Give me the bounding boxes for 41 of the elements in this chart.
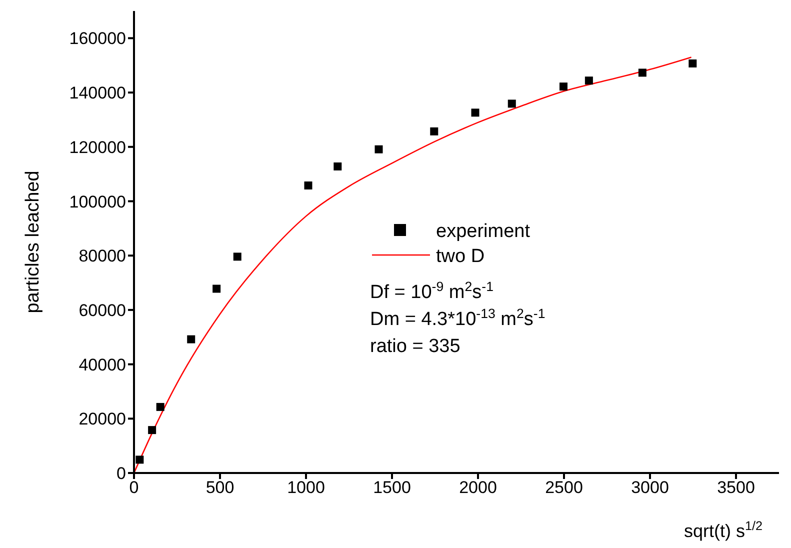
x-tick-label: 2500: [545, 478, 583, 498]
point: [233, 252, 242, 261]
y-tick-label: 40000: [78, 355, 126, 374]
point: [187, 335, 196, 344]
x-tick-label: 2000: [459, 478, 497, 498]
y-tick-label: 120000: [69, 138, 126, 157]
x-tick-label: 1500: [373, 478, 411, 498]
point: [156, 402, 164, 411]
point: [334, 162, 342, 170]
y-axis-title: particles leached: [22, 170, 44, 314]
line-series: [134, 56, 692, 473]
legend-label: experiment: [436, 221, 531, 242]
x-tick-label: 3000: [631, 478, 669, 498]
y-tick-label: 20000: [78, 410, 126, 429]
y-tick-label: 60000: [78, 300, 126, 320]
legend-label: two D: [436, 246, 485, 267]
point: [374, 145, 383, 154]
point: [304, 181, 312, 190]
point: [136, 456, 144, 464]
y-tick-label: 140000: [69, 84, 126, 103]
point: [430, 127, 438, 136]
y-tick-label: 160000: [69, 29, 126, 48]
point: [584, 76, 593, 85]
x-axis-title: sqrt(t) s$^{1/2}$: [684, 519, 763, 541]
y-tick-label: 80000: [78, 246, 126, 266]
x-tick-label: 500: [206, 478, 234, 498]
point: [688, 59, 697, 68]
x-tick-label: 3500: [717, 478, 755, 498]
point: [559, 82, 568, 91]
point: [471, 108, 480, 117]
annotation: ratio = 335: [370, 336, 460, 357]
x-tick-label: 0: [129, 478, 139, 498]
point: [638, 68, 646, 77]
y-tick-label: 100000: [69, 192, 126, 212]
y-tick-label: 0: [116, 464, 126, 484]
point: [212, 284, 221, 293]
annotation: Dm = 4.3*10$^{-13}$ m$^{2}$s$^{-1}$: [370, 306, 546, 330]
x-tick-label: 1000: [287, 478, 325, 498]
annotation: Df = 10$^{-9}$ m$^{2}$s$^{-1}$: [370, 278, 494, 303]
point: [508, 100, 516, 108]
point: [148, 426, 156, 434]
